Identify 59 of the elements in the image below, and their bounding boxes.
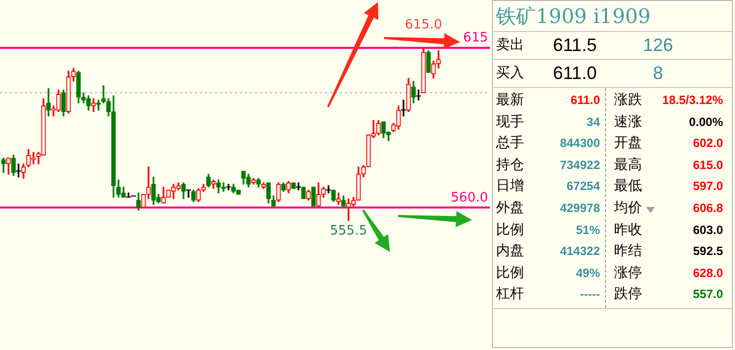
candlestick <box>296 182 301 190</box>
text: 734922 <box>560 156 600 174</box>
text: 67254 <box>566 178 600 196</box>
candlestick <box>101 85 106 104</box>
text: 最高 <box>614 156 642 175</box>
candlestick <box>186 190 191 198</box>
text: 126 <box>642 34 674 57</box>
text: 内盘 <box>496 242 524 262</box>
candlestick <box>401 100 406 116</box>
text: 最新 <box>496 91 524 110</box>
annotation: 615.0 <box>404 18 442 33</box>
annotation: 555.5 <box>330 223 368 238</box>
candlestick <box>326 185 331 194</box>
text: 611.0 <box>553 62 597 85</box>
text: 414322 <box>560 243 600 260</box>
text: 602.0 <box>692 135 723 152</box>
text: 615.0 <box>692 156 723 174</box>
text: 杠杆 <box>496 285 524 304</box>
text: 跌停 <box>614 285 642 304</box>
text: 持仓 <box>496 156 524 175</box>
text: ----- <box>580 286 600 304</box>
text: 开盘 <box>614 134 642 154</box>
text: 611.0 <box>570 92 600 109</box>
text: 628.0 <box>692 264 723 282</box>
text: 涨停 <box>614 264 642 283</box>
text: 611.5 <box>553 34 597 57</box>
text: 买入 <box>496 64 524 83</box>
text: 外盘 <box>496 199 524 218</box>
text: 8 <box>652 62 664 85</box>
text: 844300 <box>560 135 600 152</box>
ref-line-label: 615 <box>463 30 488 46</box>
text: 比例 <box>496 264 524 283</box>
text: 51% <box>576 222 600 239</box>
candlestick <box>226 184 231 190</box>
text: 597.0 <box>692 178 723 196</box>
candlestick <box>416 90 421 100</box>
text: 最低 <box>614 177 642 196</box>
text: 592.5 <box>692 243 723 260</box>
text: 昨结 <box>614 242 642 262</box>
text: 昨收 <box>614 220 642 240</box>
text: 49% <box>576 264 600 282</box>
text: 速涨 <box>614 112 642 132</box>
text: 557.0 <box>692 286 723 304</box>
text: 日增 <box>496 177 524 196</box>
text: 总手 <box>496 134 524 154</box>
text: 比例 <box>496 220 524 240</box>
text: 铁矿1909 i1909 <box>493 1 732 32</box>
text: 429978 <box>560 200 600 217</box>
ref-line-label: 560.0 <box>450 190 488 206</box>
text: 603.0 <box>692 222 723 239</box>
text: 0.00% <box>688 114 723 131</box>
text: 均价 <box>614 199 642 218</box>
candlestick <box>16 164 21 178</box>
text: 涨跌 <box>614 91 642 110</box>
text: 34 <box>586 114 600 131</box>
text: 卖出 <box>496 36 524 55</box>
text: 606.8 <box>692 200 723 217</box>
text: 现手 <box>496 112 524 132</box>
text: 18.5/3.12% <box>662 92 723 109</box>
